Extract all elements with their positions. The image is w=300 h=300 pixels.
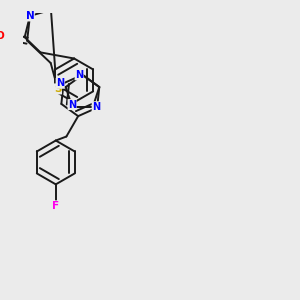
Text: N: N [92, 102, 100, 112]
Text: N: N [68, 100, 76, 110]
Text: S: S [54, 84, 62, 94]
Text: F: F [52, 201, 59, 211]
Text: N: N [56, 78, 64, 88]
Text: N: N [75, 70, 83, 80]
Text: N: N [26, 11, 34, 21]
Text: O: O [0, 31, 4, 41]
